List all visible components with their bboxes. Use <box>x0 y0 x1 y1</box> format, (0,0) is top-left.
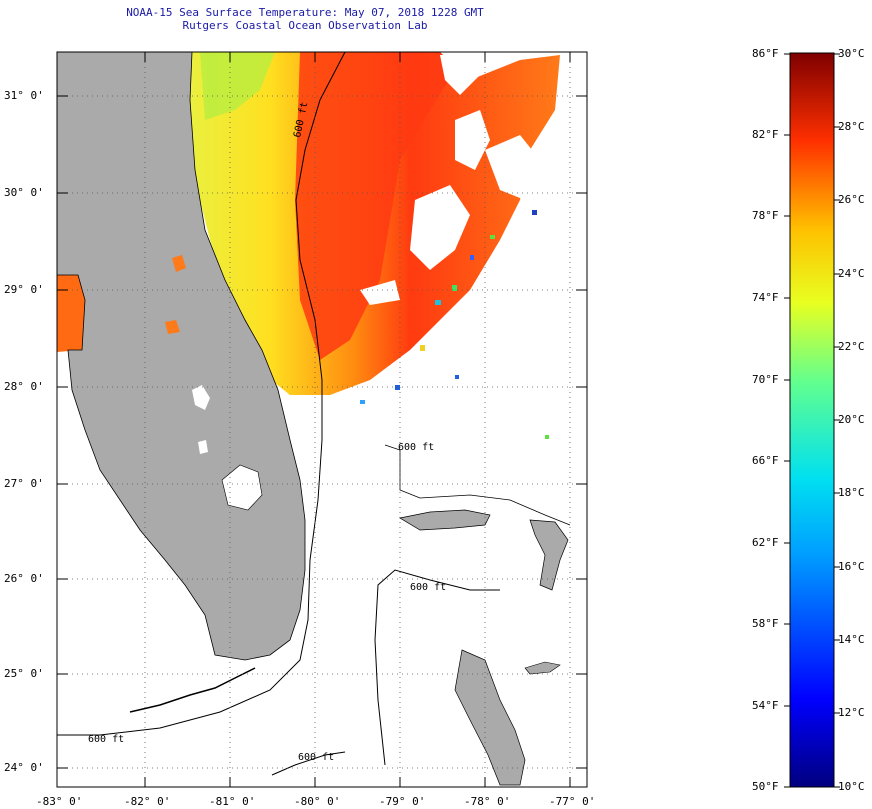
colorbar-f-label: 82°F <box>752 128 779 141</box>
contour-label: 600 ft <box>398 442 434 453</box>
lat-label: 29° 0' <box>4 283 44 296</box>
contour-label: 600 ft <box>88 734 124 745</box>
lon-label: -78° 0' <box>464 795 511 808</box>
inland-lake <box>198 440 208 454</box>
colorbar-c-label: 26°C <box>838 193 865 206</box>
cloud-gap <box>440 55 480 95</box>
lat-label: 30° 0' <box>4 186 44 199</box>
eleuthera-island <box>524 661 561 675</box>
lat-label: 25° 0' <box>4 667 44 680</box>
colorbar-c-label: 12°C <box>838 706 865 719</box>
colorbar-f-label: 70°F <box>752 373 779 386</box>
colorbar-c-label: 18°C <box>838 486 865 499</box>
lon-label: -81° 0' <box>209 795 256 808</box>
colorbar-c-label: 20°C <box>838 413 865 426</box>
lat-label: 26° 0' <box>4 572 44 585</box>
inland-lake <box>192 385 210 410</box>
colorbar-ticks <box>784 53 840 788</box>
cloud-gap <box>485 135 540 200</box>
colorbar-c-label: 28°C <box>838 120 865 133</box>
florida-keys <box>129 667 256 713</box>
lon-label: -83° 0' <box>36 795 83 808</box>
colorbar-f-label: 78°F <box>752 209 779 222</box>
temperature-colorbar <box>789 52 835 788</box>
isobath-600ft-east <box>57 52 346 736</box>
colorbar-f-label: 50°F <box>752 780 779 793</box>
colorbar-f-label: 66°F <box>752 454 779 467</box>
gulf-sst-patch <box>57 275 85 352</box>
isobath-600ft-lower <box>271 751 346 776</box>
colorbar-c-label: 22°C <box>838 340 865 353</box>
lon-label: -79° 0' <box>379 795 426 808</box>
map-frame <box>56 51 588 788</box>
lon-label: -77° 0' <box>549 795 596 808</box>
lat-label: 27° 0' <box>4 477 44 490</box>
graticule <box>57 52 587 787</box>
cloud-gap <box>360 280 400 305</box>
colorbar-c-label: 16°C <box>838 560 865 573</box>
contour-label: 600 ft <box>410 582 446 593</box>
lat-label: 31° 0' <box>4 89 44 102</box>
colorbar-c-label: 30°C <box>838 47 865 60</box>
bank-outline <box>384 444 571 526</box>
abaco-island <box>529 519 569 591</box>
colorbar-c-label: 14°C <box>838 633 865 646</box>
colorbar-f-label: 54°F <box>752 699 779 712</box>
lon-label: -82° 0' <box>124 795 171 808</box>
cold-pixel-cluster <box>360 210 549 439</box>
cloud-gap <box>410 185 470 270</box>
lake-okeechobee <box>221 464 263 511</box>
colorbar-f-label: 86°F <box>752 47 779 60</box>
cloud-gap <box>455 110 490 170</box>
lon-label: -80° 0' <box>294 795 341 808</box>
lat-label: 28° 0' <box>4 380 44 393</box>
sst-cool-patch <box>200 52 275 120</box>
contour-label: 600 ft <box>298 752 334 763</box>
colorbar-f-label: 62°F <box>752 536 779 549</box>
sst-warm-core <box>295 52 455 360</box>
isobath-600ft-bahamas <box>374 569 500 766</box>
colorbar-c-label: 10°C <box>838 780 865 793</box>
colorbar-f-label: 74°F <box>752 291 779 304</box>
map-subtitle: Rutgers Coastal Ocean Observation Lab <box>182 19 428 32</box>
map-title: NOAA-15 Sea Surface Temperature: May 07,… <box>126 6 484 19</box>
colorbar-c-label: 24°C <box>838 267 865 280</box>
axis-ticks <box>57 52 587 787</box>
inland-lake <box>172 255 186 272</box>
grand-bahama <box>399 509 491 531</box>
inland-lake <box>165 320 180 334</box>
lat-label: 24° 0' <box>4 761 44 774</box>
andros-island <box>454 649 526 786</box>
colorbar-f-label: 58°F <box>752 617 779 630</box>
